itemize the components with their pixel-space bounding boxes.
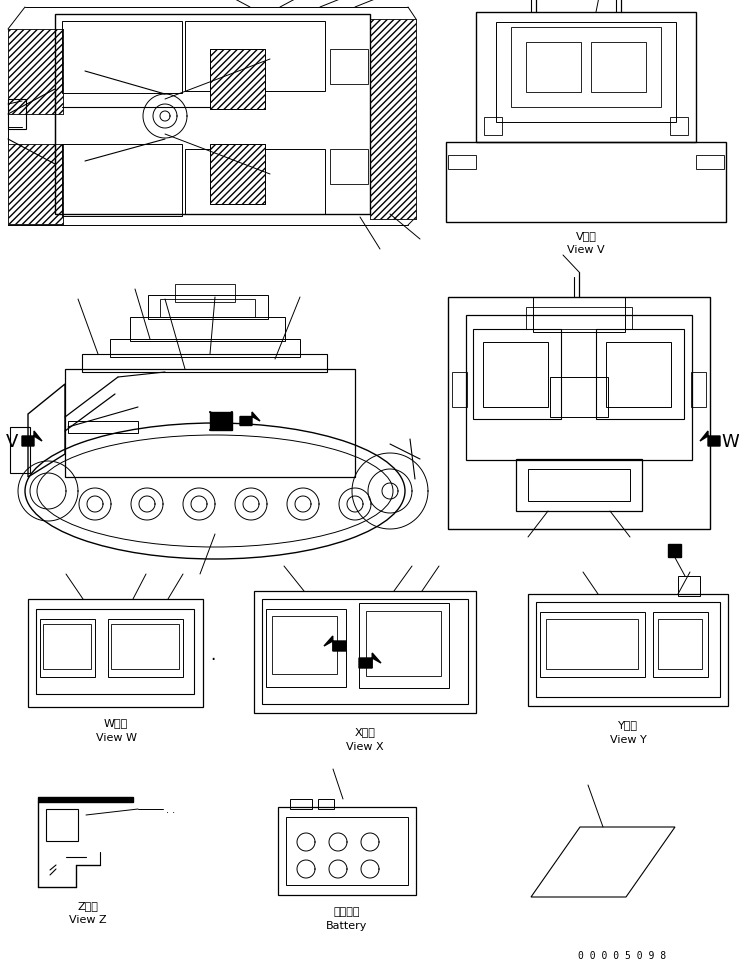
Bar (546, 619, 638, 669)
Bar (452, 373, 467, 407)
Text: バッテリ: バッテリ (334, 906, 360, 916)
Bar (466, 315, 692, 460)
Bar (526, 308, 632, 330)
Bar (483, 343, 548, 407)
Bar (8, 30, 63, 115)
Bar (46, 809, 78, 841)
Bar (448, 298, 710, 530)
Bar (366, 611, 441, 677)
Bar (55, 15, 370, 214)
Bar (185, 150, 325, 214)
Text: View Z: View Z (69, 914, 107, 924)
Text: Battery: Battery (327, 920, 368, 930)
Bar (62, 22, 182, 94)
Bar (476, 13, 696, 143)
Bar (484, 118, 502, 136)
Bar (266, 609, 346, 687)
Text: View V: View V (568, 245, 605, 255)
Text: X　視: X 視 (355, 727, 375, 736)
Bar (262, 600, 468, 704)
Bar (148, 296, 268, 320)
Bar (596, 330, 684, 420)
Bar (36, 609, 194, 694)
Bar (540, 612, 645, 678)
Text: Z　視: Z 視 (78, 900, 98, 910)
Bar (210, 412, 232, 431)
Bar (130, 318, 285, 342)
Bar (678, 577, 700, 597)
Bar (511, 28, 661, 108)
Bar (533, 298, 625, 333)
Text: . .: . . (166, 804, 175, 814)
Bar (446, 143, 726, 223)
Bar (370, 20, 416, 220)
Bar (473, 330, 561, 420)
Text: V　視: V 視 (576, 231, 596, 241)
Text: .: . (211, 646, 216, 663)
Bar (668, 545, 681, 557)
Polygon shape (324, 636, 346, 652)
Text: View W: View W (95, 732, 137, 742)
Bar (290, 800, 312, 809)
Bar (278, 807, 416, 895)
Bar (10, 428, 30, 474)
Polygon shape (700, 431, 720, 447)
Bar (606, 343, 671, 407)
Bar (318, 800, 334, 809)
Bar (28, 600, 203, 707)
Bar (185, 22, 325, 92)
Bar (286, 817, 408, 885)
Polygon shape (240, 412, 260, 426)
Bar (670, 118, 688, 136)
Bar (330, 50, 368, 85)
Bar (82, 355, 327, 373)
Bar (359, 604, 449, 688)
Bar (696, 156, 724, 170)
Bar (210, 50, 265, 110)
Bar (516, 459, 642, 511)
Bar (8, 145, 63, 225)
Bar (528, 595, 728, 706)
Bar (536, 603, 720, 698)
Bar (8, 145, 63, 225)
Bar (658, 619, 702, 669)
Bar (68, 422, 138, 433)
Bar (370, 20, 416, 220)
Text: V: V (6, 432, 18, 451)
Bar (43, 625, 91, 669)
Bar (210, 145, 265, 205)
Bar (108, 619, 183, 678)
Text: W　視: W 視 (104, 717, 128, 727)
Bar (272, 616, 337, 675)
Bar (38, 798, 133, 802)
Bar (8, 30, 63, 115)
Text: Y　視: Y 視 (618, 719, 638, 729)
Bar (210, 50, 265, 110)
Bar (496, 23, 676, 123)
Bar (210, 145, 265, 205)
Polygon shape (359, 653, 381, 668)
Bar (591, 43, 646, 93)
Bar (528, 470, 630, 502)
Bar (40, 619, 95, 678)
Bar (550, 378, 608, 418)
Text: View Y: View Y (610, 734, 647, 744)
Bar (526, 43, 581, 93)
Bar (111, 625, 179, 669)
Text: W: W (721, 432, 739, 451)
Bar (254, 591, 476, 713)
Bar (62, 145, 182, 217)
Polygon shape (22, 431, 42, 447)
Bar (330, 150, 368, 185)
Bar (160, 300, 255, 318)
Bar (65, 370, 355, 478)
Text: View X: View X (346, 741, 384, 752)
Bar (448, 156, 476, 170)
Bar (8, 100, 26, 130)
Bar (110, 339, 300, 357)
Bar (175, 284, 235, 303)
Bar (653, 612, 708, 678)
Text: 0 0 0 0 5 0 9 8: 0 0 0 0 5 0 9 8 (578, 950, 666, 960)
Bar (691, 373, 706, 407)
